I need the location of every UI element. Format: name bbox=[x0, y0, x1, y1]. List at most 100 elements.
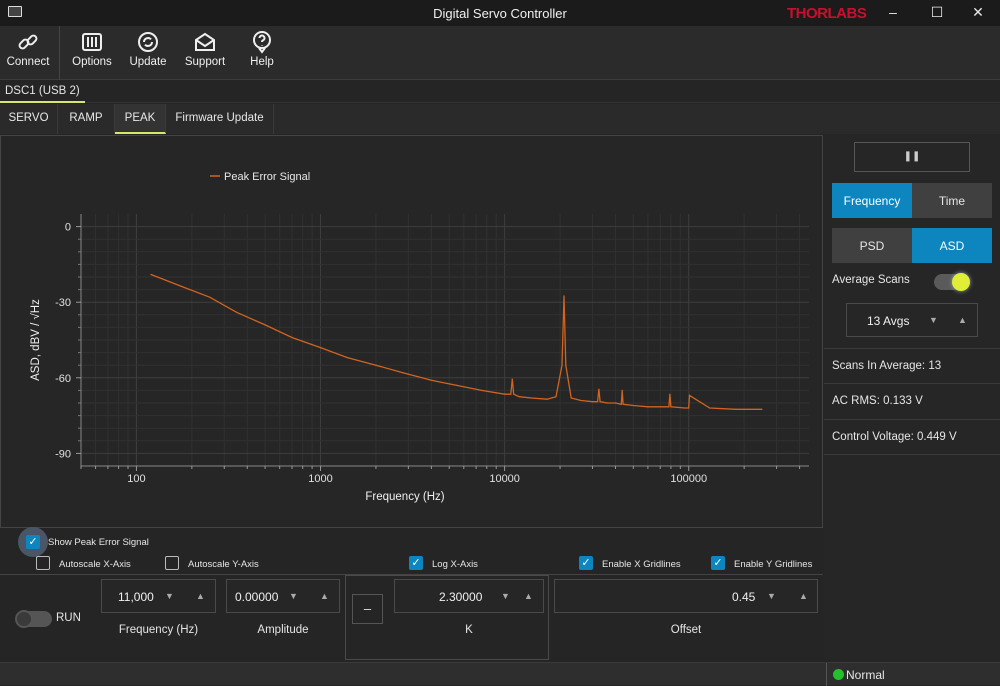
data-point bbox=[375, 364, 377, 366]
data-point bbox=[599, 401, 601, 403]
average-scans-toggle[interactable] bbox=[934, 273, 970, 291]
connect-label: Connect bbox=[6, 56, 50, 68]
asd-button[interactable]: ASD bbox=[912, 228, 992, 263]
k-group bbox=[345, 575, 549, 660]
ac-rms: AC RMS: 0.133 V bbox=[832, 395, 923, 407]
title-bar: Digital Servo Controller THORLABS – ☐ ✕ bbox=[0, 0, 1000, 26]
log-x-label: Log X-Axis bbox=[432, 559, 478, 570]
x-axis-label: Frequency (Hz) bbox=[365, 491, 444, 503]
data-point bbox=[606, 402, 608, 404]
chart-panel: 0 -30 -60 -90 100 1000 10000 100000 Frequency (H… bbox=[0, 135, 823, 528]
data-point bbox=[456, 384, 458, 386]
data-point bbox=[563, 295, 565, 297]
decrement-icon[interactable]: ▼ bbox=[289, 591, 298, 601]
offset-stepper[interactable]: 0.45 ▼ ▲ bbox=[554, 579, 818, 613]
autoscale-y-checkbox[interactable] bbox=[165, 556, 179, 570]
tab-ramp[interactable]: RAMP bbox=[58, 104, 115, 134]
data-point bbox=[182, 286, 185, 288]
divider bbox=[824, 454, 1000, 455]
update-button[interactable]: Update bbox=[126, 26, 170, 80]
x-gridlines-label: Enable X Gridlines bbox=[602, 559, 681, 570]
toolbar-divider bbox=[59, 26, 60, 80]
minimize-button[interactable]: – bbox=[889, 4, 897, 20]
frequency-button[interactable]: Frequency bbox=[832, 183, 912, 218]
legend-label: Peak Error Signal bbox=[224, 171, 310, 183]
increment-icon[interactable]: ▲ bbox=[196, 591, 205, 601]
pause-icon: ❚❚ bbox=[903, 151, 921, 162]
toolbar: Connect Options Update Support Help bbox=[0, 26, 1000, 80]
data-point bbox=[669, 393, 671, 395]
help-button[interactable]: Help bbox=[242, 26, 282, 80]
amplitude-label: Amplitude bbox=[257, 624, 309, 636]
data-point bbox=[561, 364, 563, 366]
show-peak-checkbox[interactable]: ✓ bbox=[26, 535, 40, 549]
run-toggle[interactable] bbox=[15, 610, 52, 628]
data-point bbox=[209, 296, 211, 298]
log-x-checkbox[interactable]: ✓ bbox=[409, 556, 423, 570]
data-point bbox=[319, 346, 322, 349]
support-button[interactable]: Support bbox=[182, 26, 228, 80]
frequency-value: 11,000 bbox=[118, 590, 154, 604]
autoscale-y-label: Autoscale Y-Axis bbox=[188, 559, 259, 570]
y-tick-label: 0 bbox=[65, 222, 71, 234]
data-point bbox=[621, 389, 623, 391]
decrement-icon[interactable]: ▼ bbox=[501, 591, 510, 601]
data-point bbox=[670, 406, 672, 408]
decrement-icon[interactable]: ▼ bbox=[929, 315, 938, 325]
frequency-label: Frequency (Hz) bbox=[118, 624, 199, 636]
autoscale-x-checkbox[interactable] bbox=[36, 556, 50, 570]
tab-firmware-update[interactable]: Firmware Update bbox=[166, 104, 274, 134]
status-indicator-icon bbox=[833, 669, 844, 680]
asd-chart[interactable]: 0 -30 -60 -90 100 1000 10000 100000 Frequency (H… bbox=[1, 136, 822, 527]
data-point bbox=[688, 394, 691, 397]
avgs-stepper[interactable]: 13 Avgs ▼ ▲ bbox=[846, 303, 978, 337]
data-point bbox=[481, 389, 483, 391]
pause-button[interactable]: ❚❚ bbox=[854, 142, 970, 172]
connect-button[interactable]: Connect bbox=[2, 26, 54, 80]
x-gridlines-checkbox[interactable]: ✓ bbox=[579, 556, 593, 570]
divider bbox=[0, 574, 823, 575]
options-button[interactable]: Options bbox=[68, 26, 116, 80]
close-button[interactable]: ✕ bbox=[972, 4, 984, 20]
x-tick-label: 1000 bbox=[308, 473, 332, 485]
maximize-button[interactable]: ☐ bbox=[930, 4, 944, 20]
toggle-knob bbox=[15, 610, 33, 628]
psd-button[interactable]: PSD bbox=[832, 228, 912, 263]
data-point bbox=[647, 406, 649, 408]
time-button[interactable]: Time bbox=[912, 183, 992, 218]
amplitude-stepper[interactable]: 0.00000 ▼ ▲ bbox=[226, 579, 340, 613]
data-point bbox=[518, 396, 520, 398]
data-point bbox=[735, 408, 737, 410]
status-bar: Normal bbox=[0, 662, 1000, 686]
data-point bbox=[597, 401, 599, 403]
data-point bbox=[402, 372, 404, 374]
increment-icon[interactable]: ▲ bbox=[320, 591, 329, 601]
status-text: Normal bbox=[846, 668, 885, 682]
tab-servo[interactable]: SERVO bbox=[0, 104, 58, 134]
y-gridlines-checkbox[interactable]: ✓ bbox=[711, 556, 725, 570]
data-point bbox=[632, 404, 634, 407]
tab-peak[interactable]: PEAK bbox=[115, 104, 166, 134]
increment-icon[interactable]: ▲ bbox=[958, 315, 967, 325]
data-point bbox=[346, 357, 349, 359]
options-label: Options bbox=[72, 56, 112, 68]
data-point bbox=[513, 393, 515, 395]
y-tick-label: -60 bbox=[55, 373, 71, 385]
decrement-icon[interactable]: ▼ bbox=[165, 591, 174, 601]
data-point bbox=[546, 398, 548, 400]
increment-icon[interactable]: ▲ bbox=[799, 591, 808, 601]
scans-in-average: Scans In Average: 13 bbox=[832, 360, 942, 372]
k-stepper[interactable]: 2.30000 ▼ ▲ bbox=[394, 579, 544, 613]
frequency-stepper[interactable]: 11,000 ▼ ▲ bbox=[101, 579, 216, 613]
window-title: Digital Servo Controller bbox=[433, 6, 567, 21]
control-voltage: Control Voltage: 0.449 V bbox=[832, 431, 957, 443]
sliders-icon bbox=[82, 33, 102, 51]
device-tab[interactable]: DSC1 (USB 2) bbox=[0, 81, 85, 103]
offset-value: 0.45 bbox=[732, 590, 756, 604]
thorlabs-logo: THORLABS bbox=[787, 5, 867, 22]
sign-button[interactable]: – bbox=[352, 594, 383, 624]
decrement-icon[interactable]: ▼ bbox=[767, 591, 776, 601]
data-point bbox=[591, 401, 594, 403]
increment-icon[interactable]: ▲ bbox=[524, 591, 533, 601]
y-axis-label: ASD, dBV / √Hz bbox=[29, 299, 42, 381]
